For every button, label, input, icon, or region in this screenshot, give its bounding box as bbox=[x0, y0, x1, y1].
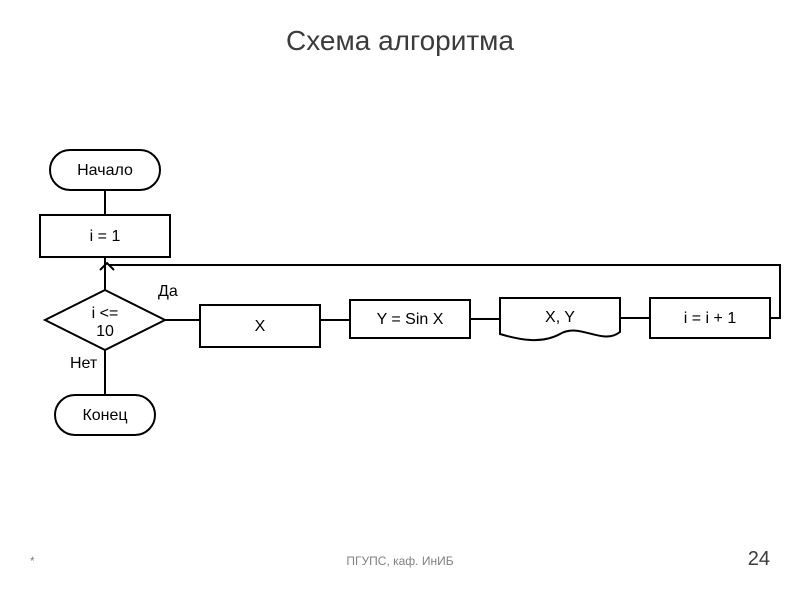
node-start-label: Начало bbox=[77, 162, 133, 179]
label-yes: Да bbox=[158, 283, 178, 300]
flowchart-canvas: Схема алгоритма Начало i = 1 i <= 10 X Y… bbox=[0, 0, 800, 600]
node-calc-label: Y = Sin X bbox=[377, 311, 444, 328]
page-title: Схема алгоритма bbox=[286, 25, 514, 56]
node-cond-label-bot: 10 bbox=[96, 323, 114, 340]
node-end-label: Конец bbox=[82, 407, 127, 424]
node-inputx-label: X bbox=[255, 318, 266, 335]
corner-mark: * bbox=[30, 554, 35, 568]
node-init-label: i = 1 bbox=[90, 228, 121, 245]
node-inc-label: i = i + 1 bbox=[684, 310, 737, 327]
page-number: 24 bbox=[748, 548, 770, 570]
footer-text: ПГУПС, каф. ИнИБ bbox=[346, 554, 453, 568]
label-no: Нет bbox=[70, 355, 98, 372]
node-output-label: X, Y bbox=[545, 309, 575, 326]
node-cond-label-top: i <= bbox=[92, 305, 119, 322]
